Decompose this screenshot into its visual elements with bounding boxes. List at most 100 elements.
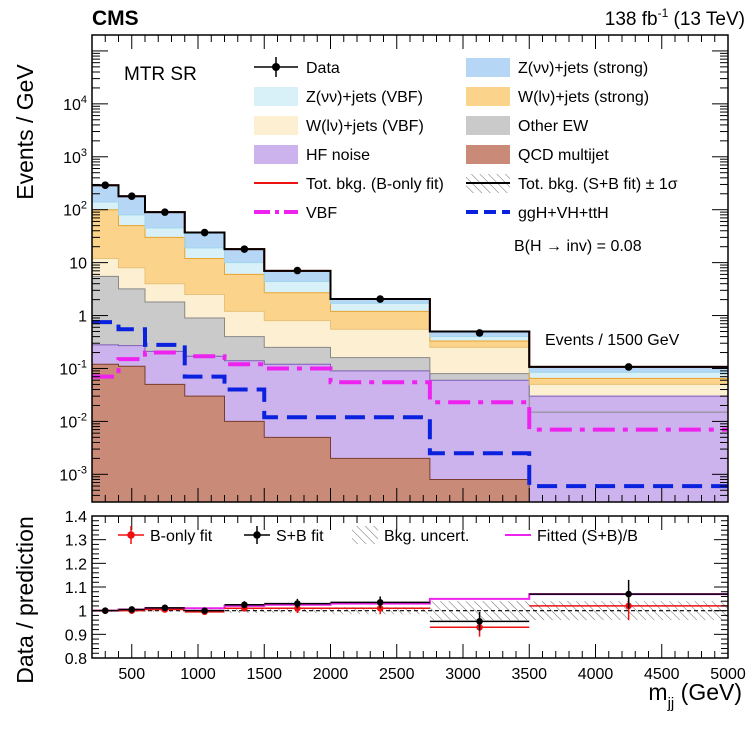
y-tick-label: 10 <box>69 256 87 273</box>
legend-entry-bonly_line: Tot. bkg. (B-only fit) <box>254 176 444 193</box>
top-ylabel: Events / GeV <box>12 64 38 200</box>
stack-qcd-multijet <box>92 364 728 502</box>
signal-vbf-line <box>92 350 728 432</box>
y-tick-label: 10-1 <box>59 358 87 378</box>
ratio-splusb-point <box>294 600 301 607</box>
data-point <box>376 295 384 303</box>
ratio-axes: 0.8 0.9 1 1.1 1.2 1.3 1.4 500 1000 1500 2000 2500 30… <box>65 509 746 683</box>
data-points <box>101 181 633 371</box>
data-point <box>101 181 110 190</box>
ratio-legend-swatch <box>352 526 378 544</box>
legend-label: Z(νν)+jets (VBF) <box>306 89 423 106</box>
legend-label: Data <box>306 60 340 77</box>
y-tick-label: 102 <box>63 200 87 220</box>
y-tick-label: 10-3 <box>59 464 87 484</box>
data-point <box>161 208 169 216</box>
x-tick-label: 5000 <box>710 666 746 683</box>
ratio-legend-swatch <box>127 531 135 539</box>
y-tick-label: 104 <box>63 94 87 114</box>
y-tick-label: 1 <box>78 309 87 326</box>
y-tick-label: 103 <box>63 147 87 167</box>
main-legend: Data Z(νν)+jets (strong) Z(νν)+jets (VBF) W… <box>254 57 678 222</box>
experiment-label: CMS <box>92 7 139 30</box>
legend-label: Other EW <box>518 118 589 135</box>
x-axis-label: mjj (GeV) <box>648 679 742 712</box>
ratio-y-tick-label: 1.2 <box>65 556 87 573</box>
region-label: MTR SR <box>124 64 197 85</box>
ratio-legend: B-only fit S+B fit Bkg. uncert. Fitted (S+B… <box>118 526 638 545</box>
ratio-y-tick-label: 1.4 <box>65 509 87 526</box>
legend-swatch <box>254 145 298 164</box>
ratio-legend-label: Bkg. uncert. <box>384 528 469 545</box>
ratio-splusb-point <box>476 618 483 625</box>
ratio-y-tick-label: 0.8 <box>65 651 87 668</box>
x-tick-label: 2000 <box>313 666 349 683</box>
signal-ggh-line <box>92 320 728 489</box>
ratio-legend-label: S+B fit <box>276 528 324 545</box>
legend-label: Tot. bkg. (S+B fit) ± 1σ <box>518 176 678 193</box>
x-tick-label: 1500 <box>246 666 282 683</box>
legend-swatch <box>254 116 298 135</box>
legend-swatch <box>466 116 510 135</box>
legend-label: W(lν)+jets (VBF) <box>306 118 424 135</box>
background-stack <box>92 184 728 503</box>
luminosity-label: 138 fb-1 (13 TeV) <box>605 6 745 30</box>
binning-note: Events / 1500 GeV <box>545 332 680 349</box>
legend-label: Z(νν)+jets (strong) <box>518 60 648 77</box>
ratio-legend-entry-splusb: S+B fit <box>244 526 324 545</box>
ratio-legend-entry-unc: Bkg. uncert. <box>352 526 469 545</box>
ratio-legend-entry-bonly: B-only fit <box>118 526 213 545</box>
x-tick-label: 3000 <box>445 666 481 683</box>
signal-br-label: B(H → inv) = 0.08 <box>514 238 642 255</box>
y-tick-label: 10-2 <box>59 411 87 431</box>
legend-entry-other_ew: Other EW <box>466 116 589 135</box>
ratio-splusb-point <box>128 606 136 613</box>
stack-outline <box>92 209 728 379</box>
legend-label: VBF <box>306 205 337 222</box>
legend-entry-hf_noise: HF noise <box>254 145 370 164</box>
legend-swatch <box>466 87 510 106</box>
stack-outline <box>92 344 728 397</box>
data-point <box>240 245 249 253</box>
legend-entry-ggh: ggH+VH+ttH <box>466 205 609 222</box>
legend-swatch <box>272 63 280 71</box>
ratio-y-tick-label: 0.9 <box>65 627 87 644</box>
legend-entry-qcd: QCD multijet <box>466 145 609 164</box>
ratio-splusb-point <box>201 607 208 614</box>
ratio-y-tick-label: 1.3 <box>65 533 87 550</box>
legend-entry-vbf: VBF <box>254 205 337 222</box>
x-tick-label: 4000 <box>578 666 614 683</box>
stack-outline <box>92 363 728 503</box>
legend-swatch <box>254 87 298 106</box>
stack-outline <box>92 275 728 413</box>
ratio-legend-entry-fitted: Fitted (S+B)/B <box>505 528 638 545</box>
data-point <box>624 363 633 371</box>
legend-entry-zvv_strong: Z(νν)+jets (strong) <box>466 58 648 77</box>
ratio-y-tick-label: 1 <box>78 604 87 621</box>
legend-entry-data: Data <box>254 57 340 77</box>
ratio-y-tick-label: 1.1 <box>65 580 87 597</box>
data-point <box>200 228 209 237</box>
legend-label: W(lν)+jets (strong) <box>518 89 649 106</box>
ratio-contents <box>92 579 728 637</box>
signal-curves <box>92 320 728 489</box>
legend-entry-wlv_strong: W(lν)+jets (strong) <box>466 87 649 106</box>
x-tick-label: 2500 <box>379 666 415 683</box>
legend-label: QCD multijet <box>518 147 609 164</box>
ratio-splusb-point <box>161 604 169 612</box>
x-tick-label: 4500 <box>644 666 680 683</box>
ratio-legend-swatch <box>253 531 261 539</box>
legend-entry-zvv_vbf: Z(νν)+jets (VBF) <box>254 87 423 106</box>
legend-swatch <box>466 58 510 77</box>
x-tick-label: 500 <box>118 666 145 683</box>
data-point <box>293 266 302 275</box>
legend-swatch <box>466 145 510 164</box>
stack-outline <box>92 257 728 385</box>
x-tick-label: 1000 <box>180 666 216 683</box>
legend-entry-wlv_vbf: W(lν)+jets (VBF) <box>254 116 424 135</box>
ratio-panel: 0.8 0.9 1 1.1 1.2 1.3 1.4 500 1000 1500 2000 2500 30… <box>12 509 746 684</box>
ratio-legend-label: B-only fit <box>150 528 213 545</box>
